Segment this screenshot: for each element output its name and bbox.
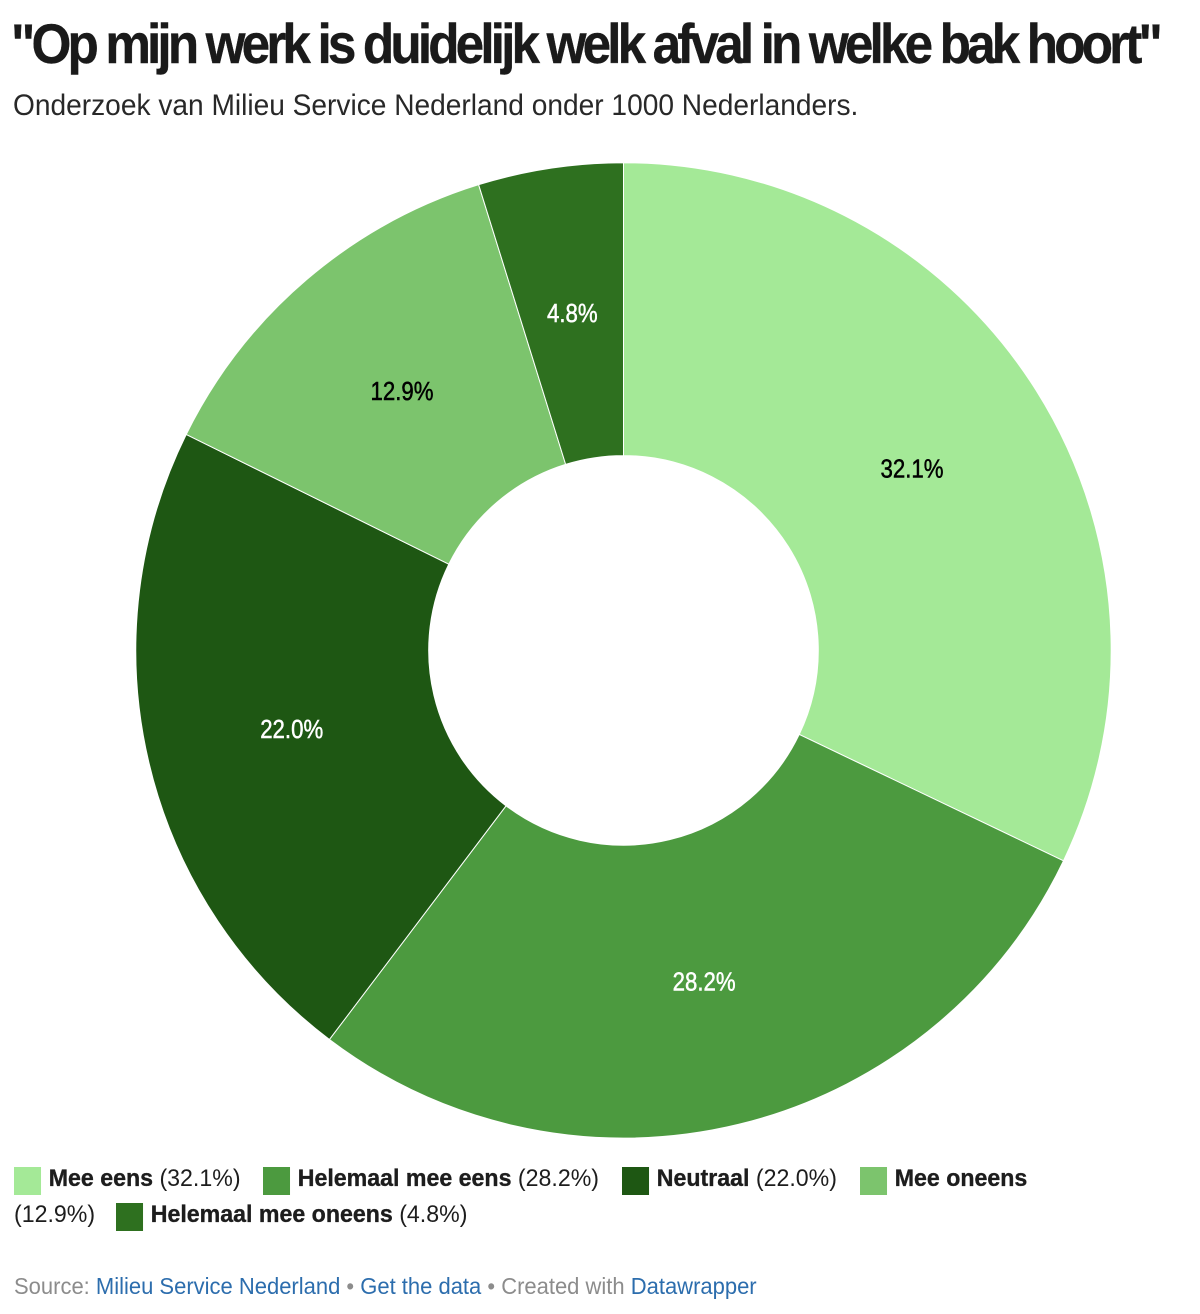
svg-text:32.1%: 32.1% [880, 455, 943, 484]
svg-text:22.0%: 22.0% [260, 715, 323, 744]
svg-text:28.2%: 28.2% [673, 968, 736, 997]
svg-text:12.9%: 12.9% [370, 378, 433, 407]
svg-text:4.8%: 4.8% [547, 300, 598, 329]
